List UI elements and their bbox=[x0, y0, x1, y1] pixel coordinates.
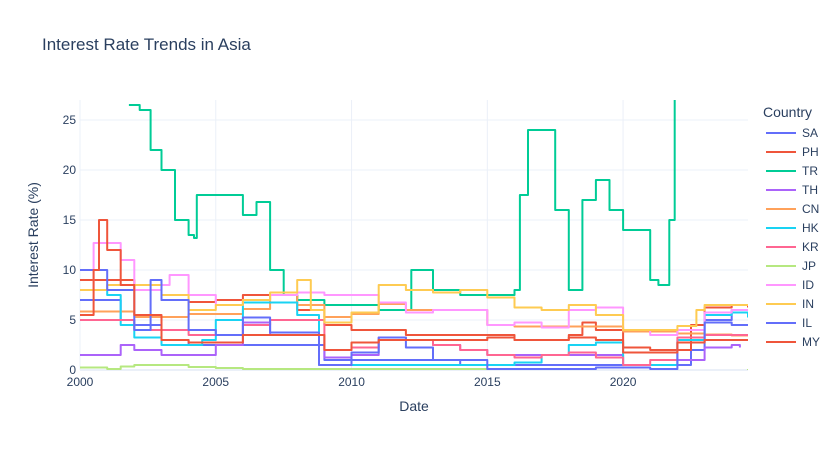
legend-item-tr[interactable]: TR bbox=[766, 164, 818, 178]
y-tick-label: 25 bbox=[63, 113, 77, 127]
legend-item-th[interactable]: TH bbox=[766, 183, 818, 197]
legend-label: ID bbox=[802, 278, 814, 292]
legend[interactable]: SA PH TR TH CN HK KR JP ID IN IL MY bbox=[766, 126, 820, 349]
series-line-my[interactable] bbox=[80, 220, 748, 353]
legend-item-my[interactable]: MY bbox=[766, 335, 820, 349]
y-tick-label: 10 bbox=[63, 263, 77, 277]
legend-label: IL bbox=[802, 316, 812, 330]
series-line-kr[interactable] bbox=[80, 320, 748, 365]
legend-item-jp[interactable]: JP bbox=[766, 259, 816, 273]
legend-label: KR bbox=[802, 240, 819, 254]
y-axis-title: Interest Rate (%) bbox=[25, 182, 41, 288]
series-line-tr[interactable] bbox=[129, 100, 675, 310]
x-tick-label: 2010 bbox=[338, 375, 365, 389]
legend-label: TR bbox=[802, 164, 818, 178]
series-line-hk[interactable] bbox=[80, 290, 748, 365]
series-line-in[interactable] bbox=[80, 280, 748, 330]
legend-item-ph[interactable]: PH bbox=[766, 145, 819, 159]
legend-label: MY bbox=[802, 335, 820, 349]
y-tick-label: 15 bbox=[63, 213, 77, 227]
legend-item-hk[interactable]: HK bbox=[766, 221, 819, 235]
legend-item-sa[interactable]: SA bbox=[766, 126, 818, 140]
x-tick-label: 2000 bbox=[67, 375, 94, 389]
legend-item-il[interactable]: IL bbox=[766, 316, 812, 330]
legend-label: PH bbox=[802, 145, 819, 159]
legend-label: IN bbox=[802, 297, 814, 311]
legend-title: Country bbox=[763, 104, 812, 120]
legend-label: SA bbox=[802, 126, 818, 140]
y-tick-label: 20 bbox=[63, 163, 77, 177]
legend-label: TH bbox=[802, 183, 818, 197]
legend-label: CN bbox=[802, 202, 819, 216]
legend-item-kr[interactable]: KR bbox=[766, 240, 819, 254]
legend-item-cn[interactable]: CN bbox=[766, 202, 819, 216]
x-axis-title: Date bbox=[399, 398, 429, 414]
x-tick-label: 2005 bbox=[202, 375, 229, 389]
series-lines bbox=[80, 100, 748, 371]
legend-label: HK bbox=[802, 221, 819, 235]
x-tick-label: 2020 bbox=[610, 375, 637, 389]
legend-item-id[interactable]: ID bbox=[766, 278, 814, 292]
series-line-th[interactable] bbox=[80, 323, 740, 366]
legend-item-in[interactable]: IN bbox=[766, 297, 814, 311]
y-tick-label: 5 bbox=[69, 313, 76, 327]
legend-label: JP bbox=[802, 259, 816, 273]
chart-title: Interest Rate Trends in Asia bbox=[42, 35, 251, 54]
x-tick-label: 2015 bbox=[474, 375, 501, 389]
